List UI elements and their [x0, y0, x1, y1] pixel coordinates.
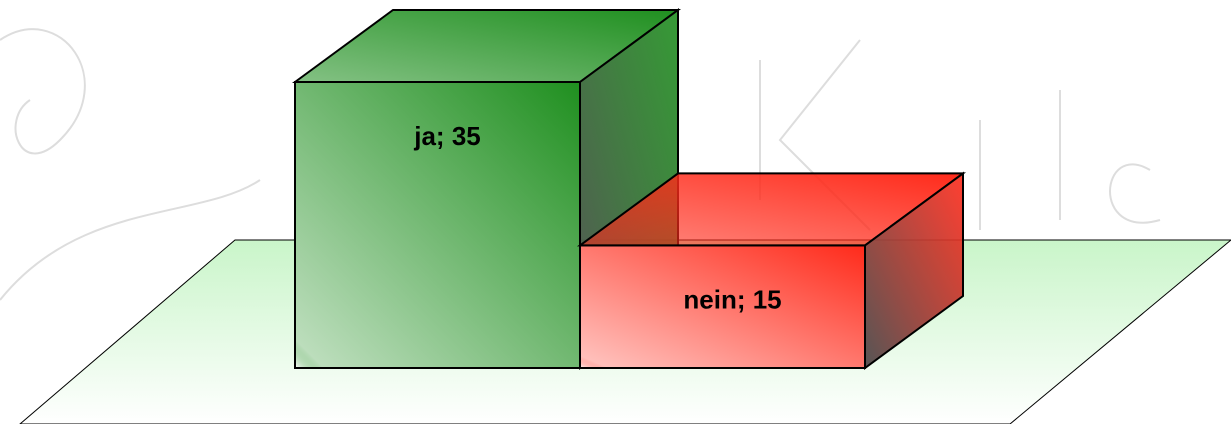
watermark [0, 28, 1161, 301]
bar-side [864, 171, 964, 370]
data-label: nein; 15 [683, 284, 781, 314]
bar [294, 81, 581, 369]
data-label: ja; 35 [413, 121, 481, 151]
